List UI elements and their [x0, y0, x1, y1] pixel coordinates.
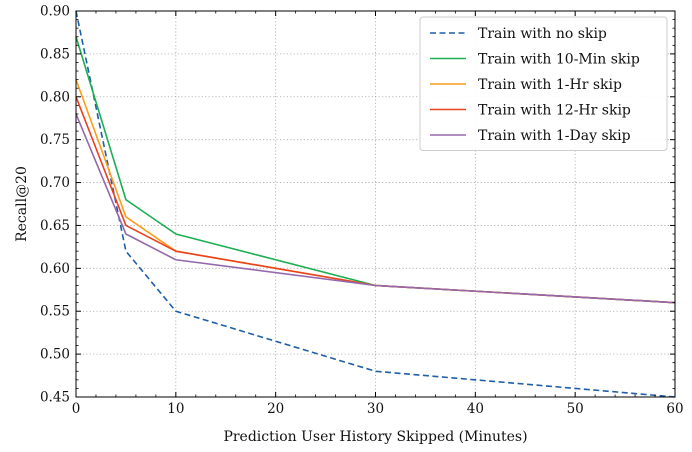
grid: [76, 11, 675, 397]
x-tick-label: 10: [167, 401, 184, 417]
y-tick-label: 0.55: [40, 304, 70, 320]
y-tick-label: 0.45: [40, 390, 70, 406]
x-tick-label: 40: [467, 401, 484, 417]
x-tick-label: 60: [666, 401, 683, 417]
series-lines: [75, 10, 676, 398]
axis-ticks: 0 10 20 30 40 50 60 0.45 0.50 0.55 0.60 0.65 0.70 0.7…: [40, 4, 684, 418]
series-line: [75, 113, 676, 304]
y-tick-label: 0.85: [40, 46, 70, 62]
x-axis-label: Prediction User History Skipped (Minutes…: [223, 429, 527, 445]
y-tick-label: 0.75: [40, 132, 70, 148]
legend-label: Train with 1-Day skip: [478, 128, 631, 144]
x-tick-label: 50: [567, 401, 584, 417]
y-tick-label: 0.90: [40, 4, 70, 20]
y-tick-label: 0.60: [40, 261, 70, 277]
y-tick-label: 0.70: [40, 175, 70, 191]
x-tick-label: 0: [72, 401, 81, 417]
legend: Train with no skip Train with 10-Min skip…: [419, 16, 668, 151]
legend-label: Train with 12-Hr skip: [478, 103, 631, 119]
y-tick-label: 0.65: [40, 218, 70, 234]
y-axis-label: Recall@20: [14, 166, 30, 242]
x-tick-label: 30: [367, 401, 384, 417]
legend-label: Train with 1-Hr skip: [478, 77, 622, 93]
x-tick-label: 20: [267, 401, 284, 417]
legend-label: Train with 10-Min skip: [478, 52, 640, 68]
y-tick-label: 0.80: [40, 89, 70, 105]
y-tick-label: 0.50: [40, 347, 70, 363]
legend-label: Train with no skip: [478, 26, 607, 42]
legend-box: [419, 16, 668, 151]
